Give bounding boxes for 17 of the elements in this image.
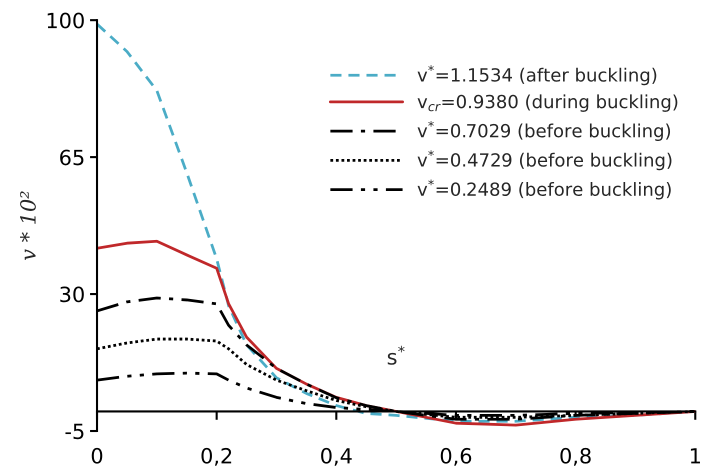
x-tick-label: 1 (690, 448, 700, 464)
legend-label: v$^{*}$=0.4729 (before buckling) (418, 150, 672, 170)
x-tick-label: 0,4 (321, 448, 352, 466)
x-tick-label: 0 (92, 448, 102, 464)
x-axis-title: s$^{*}$ (388, 346, 405, 365)
legend-label: v$^{*}$=1.1534 (after buckling) (418, 65, 656, 86)
x-tick-label: 0,2 (201, 448, 232, 466)
legend-label: v$^{*}$=0.2489 (before buckling) (418, 179, 671, 200)
legend-label: v$_{cr}$=0.9380 (during buckling) (418, 94, 678, 112)
y-tick-label: 65 (60, 150, 84, 166)
legend-label: v$^{*}$=0.7029 (before buckling) (418, 120, 670, 142)
x-tick-label: 0,8 (560, 448, 591, 466)
y-tick-label: -5 (65, 424, 84, 440)
y-tick-label: 30 (60, 286, 84, 302)
y-tick-label: 100 (48, 12, 84, 28)
y-axis-title: v * 10² (20, 191, 36, 260)
x-tick-label: 0,6 (440, 448, 472, 466)
